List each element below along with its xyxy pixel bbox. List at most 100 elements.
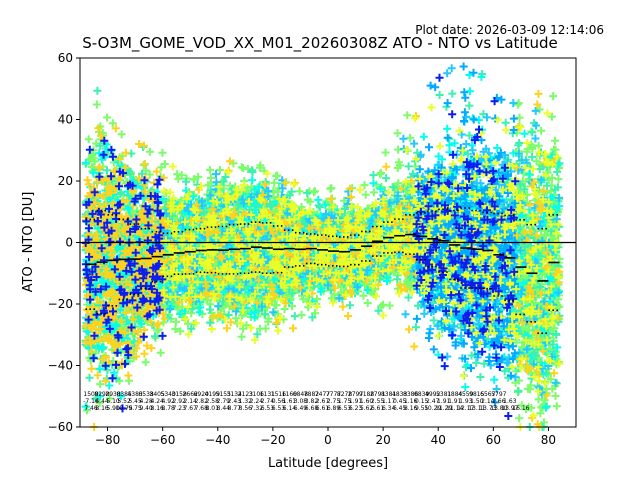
bin-std-label: 7.23 bbox=[173, 405, 187, 412]
bin-count: 2123 bbox=[238, 391, 253, 398]
bin-count: 8386 bbox=[403, 391, 418, 398]
bin-mean-label: 2.74 bbox=[261, 398, 275, 405]
bin-mean-label: 4.24 bbox=[150, 398, 164, 405]
y-tick-label: 20 bbox=[58, 174, 73, 188]
plot-date: Plot date: 2026-03-09 12:14:06 bbox=[415, 23, 604, 37]
x-tick-label: 60 bbox=[486, 433, 501, 447]
scatter-series-6 bbox=[159, 103, 564, 431]
bin-count: 7477 bbox=[315, 391, 330, 398]
bin-std-label: 8.16 bbox=[404, 405, 418, 412]
y-tick-label: −40 bbox=[48, 359, 73, 373]
bin-mean-label: 2.82 bbox=[195, 398, 209, 405]
bin-count: 6848 bbox=[293, 391, 308, 398]
bin-mean-label: 2.43 bbox=[228, 398, 242, 405]
bin-mean-label: 1.91 bbox=[437, 398, 451, 405]
bin-count: 7777 bbox=[326, 391, 341, 398]
x-tick-label: 0 bbox=[324, 433, 332, 447]
bin-mean-label: 2.75 bbox=[327, 398, 341, 405]
y-tick-label: 40 bbox=[58, 113, 73, 127]
bin-mean-label: 2.79 bbox=[217, 398, 231, 405]
bin-count: 3158 bbox=[172, 391, 187, 398]
bin-mean-label: 0.56 bbox=[272, 398, 286, 405]
bin-count: 8298 bbox=[94, 391, 109, 398]
scatter-points bbox=[81, 62, 564, 431]
bin-mean-label: 2.92 bbox=[173, 398, 187, 405]
bin-statistics-labels: 1509-7.167.4682984.448.1629385.105.90038… bbox=[83, 391, 529, 412]
bin-mean-label: 1.17 bbox=[382, 398, 396, 405]
x-tick-label: −20 bbox=[260, 433, 285, 447]
bin-count: 0839 bbox=[414, 391, 429, 398]
bin-std-label: 8.16 bbox=[150, 405, 164, 412]
bin-mean-label: 1.61 bbox=[283, 398, 297, 405]
bin-std-label: 6.89 bbox=[327, 405, 341, 412]
bin-std-label: 12.17 bbox=[457, 405, 474, 412]
bin-std-label: 7.46 bbox=[84, 405, 98, 412]
bin-count: 4199 bbox=[205, 391, 220, 398]
bin-std-label: 6.14 bbox=[283, 405, 297, 412]
bin-mean-label: 1.75 bbox=[338, 398, 352, 405]
bin-mean-label: 2.24 bbox=[250, 398, 264, 405]
bin-mean-label: 5.52 bbox=[117, 398, 131, 405]
bin-mean-label: 2.67 bbox=[316, 398, 330, 405]
chart-title: S-O3M_GOME_VOD_XX_M01_20260308Z ATO - NT… bbox=[82, 34, 558, 52]
bin-mean-label: 0.15 bbox=[415, 398, 429, 405]
bin-std-label: 13.80 bbox=[490, 405, 507, 412]
bin-std-label: 9.40 bbox=[139, 405, 153, 412]
bin-std-label: 9.75 bbox=[128, 405, 142, 412]
bin-count: 1516 bbox=[271, 391, 286, 398]
bin-mean-label: 1.32 bbox=[239, 398, 253, 405]
bin-mean-label: 2.14 bbox=[481, 398, 495, 405]
bin-count: 4833 bbox=[392, 391, 407, 398]
bin-count: 9188 bbox=[359, 391, 374, 398]
bin-count: 4383 bbox=[127, 391, 142, 398]
bin-count: 4559 bbox=[458, 391, 473, 398]
bin-std-label: 8.44 bbox=[217, 405, 231, 412]
bin-std-label: 8.01 bbox=[206, 405, 220, 412]
bin-count: 1884 bbox=[447, 391, 462, 398]
bin-count: 8278 bbox=[337, 391, 352, 398]
bin-std-label: 11.14 bbox=[446, 405, 463, 412]
bin-std-label: 6.53 bbox=[338, 405, 352, 412]
x-tick-label: −40 bbox=[205, 433, 230, 447]
axes: −80 −60 −40 −20 0 20 40 60 80 −60 −40 −20 0 20 40 60 bbox=[48, 51, 577, 447]
bin-std-label: 13.11 bbox=[468, 405, 485, 412]
bin-std-label: 11.29 bbox=[435, 405, 452, 412]
bin-mean-label: 3.08 bbox=[294, 398, 308, 405]
bin-count: 2662 bbox=[183, 391, 198, 398]
bin-count: 6920 bbox=[194, 391, 209, 398]
bin-std-label: 5.90 bbox=[106, 405, 120, 412]
bin-count: 7882 bbox=[304, 391, 319, 398]
y-axis-label: ATO - NTO [DU] bbox=[21, 192, 36, 293]
bin-std-label: 6.61 bbox=[371, 405, 385, 412]
bin-std-label: 8.56 bbox=[239, 405, 253, 412]
bin-std-label: 7.32 bbox=[250, 405, 264, 412]
bin-std-label: 6.68 bbox=[305, 405, 319, 412]
bin-std-label: 6.23 bbox=[349, 405, 363, 412]
y-tick-label: 0 bbox=[65, 236, 73, 250]
bin-std-label: 13.97 bbox=[501, 405, 518, 412]
x-axis-label: Latitude [degrees] bbox=[268, 456, 388, 471]
scatter-series-7 bbox=[81, 73, 520, 420]
x-tick-label: −80 bbox=[95, 433, 120, 447]
bin-std-label: 8.77 bbox=[228, 405, 242, 412]
bin-std-label: 5.62 bbox=[360, 405, 374, 412]
bin-mean-label: 2.58 bbox=[206, 398, 220, 405]
bin-count: 1509 bbox=[83, 391, 98, 398]
x-tick-label: −60 bbox=[150, 433, 175, 447]
x-tick-label: 80 bbox=[541, 433, 556, 447]
bin-count: 4992 bbox=[425, 391, 440, 398]
y-tick-label: 60 bbox=[58, 51, 73, 65]
bin-mean-label: 1.91 bbox=[349, 398, 363, 405]
bin-mean-label: 4.44 bbox=[95, 398, 109, 405]
bin-std-label: 9.55 bbox=[415, 405, 429, 412]
bin-std-label: 10.29 bbox=[424, 405, 441, 412]
bin-count: 3134 bbox=[227, 391, 242, 398]
bin-std-label: 6.34 bbox=[382, 405, 396, 412]
bin-count: 2797 bbox=[348, 391, 363, 398]
bin-std-label: 8.78 bbox=[161, 405, 175, 412]
bin-count: 5340 bbox=[161, 391, 176, 398]
bin-count: 5155 bbox=[216, 391, 231, 398]
bin-count: 5797 bbox=[491, 391, 506, 398]
bin-mean-label: 1.91 bbox=[448, 398, 462, 405]
bin-mean-label: 4.92 bbox=[161, 398, 175, 405]
